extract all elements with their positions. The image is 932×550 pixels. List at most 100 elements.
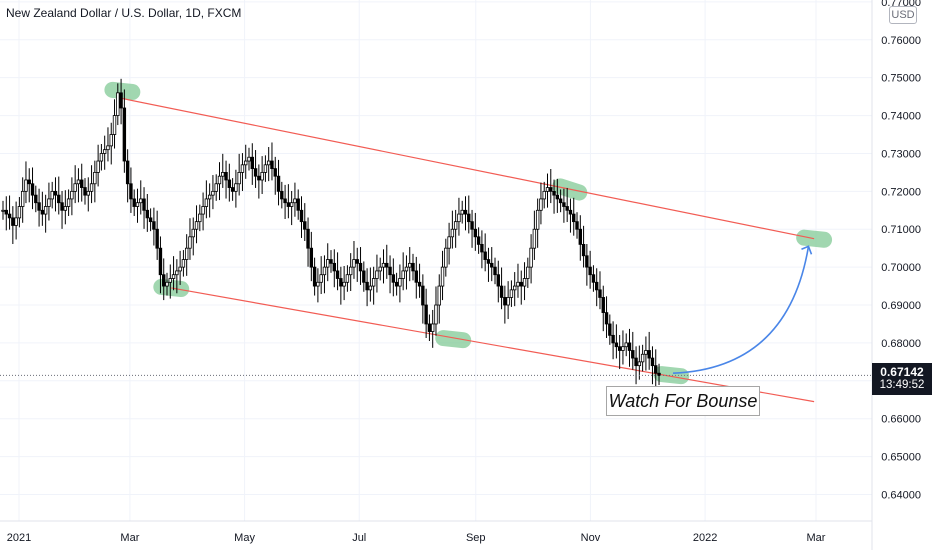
candle-body	[588, 266, 592, 276]
candle-body	[89, 183, 94, 192]
candle-body	[139, 198, 143, 204]
candle-body	[368, 285, 373, 291]
candle-body	[217, 175, 222, 185]
candle	[188, 218, 192, 260]
currency-badge[interactable]: USD	[889, 6, 917, 24]
candle-body	[424, 304, 428, 325]
candle-body	[486, 259, 491, 264]
candle	[1, 200, 5, 220]
candle-body	[637, 361, 642, 367]
time-tick-label: Sep	[466, 532, 486, 544]
candle	[194, 205, 199, 244]
candle	[316, 268, 320, 303]
candle	[122, 89, 127, 173]
candle-body	[634, 357, 638, 367]
candle	[158, 236, 163, 294]
candle-body	[437, 285, 441, 306]
candle-body	[381, 262, 386, 268]
candle-body	[125, 160, 130, 185]
candle-body	[562, 202, 566, 207]
candle-body	[339, 278, 343, 287]
candle	[506, 281, 510, 320]
candle	[562, 188, 566, 223]
candle-body	[335, 270, 340, 279]
candle-body	[509, 289, 514, 298]
candle	[542, 181, 546, 209]
candle	[371, 266, 376, 305]
candle-body	[411, 262, 415, 272]
candle	[109, 122, 113, 165]
candle	[60, 190, 64, 229]
candle-body	[260, 172, 264, 181]
candle	[594, 268, 599, 307]
candle-body	[378, 266, 382, 272]
candle-body	[7, 213, 12, 219]
candle-body	[591, 274, 596, 283]
highlight-markers	[104, 81, 833, 385]
candle-body	[388, 266, 392, 276]
candle	[286, 184, 291, 219]
candle-body	[47, 198, 51, 207]
candle	[434, 286, 438, 336]
candle-body	[483, 251, 487, 260]
candle-body	[230, 187, 235, 192]
candle	[135, 188, 140, 223]
candle	[119, 78, 123, 125]
candle-body	[303, 221, 307, 230]
candle	[490, 247, 494, 282]
candle	[519, 270, 523, 305]
candle	[142, 187, 146, 229]
candle-body	[457, 213, 461, 223]
candle-body	[385, 262, 389, 268]
candle-body	[221, 172, 225, 177]
candle-body	[545, 187, 550, 192]
candle	[332, 249, 336, 288]
candle	[47, 182, 51, 221]
candle-body	[440, 266, 445, 287]
candle-body	[329, 259, 333, 264]
candle	[647, 331, 651, 370]
candle	[509, 280, 514, 307]
candle	[329, 250, 333, 273]
candle	[470, 209, 474, 248]
candle-body	[549, 187, 553, 192]
candle-body	[316, 281, 320, 287]
candle-body	[135, 202, 140, 207]
candle	[139, 180, 143, 215]
candle-body	[162, 274, 166, 287]
candle	[227, 163, 232, 202]
candle	[148, 208, 153, 232]
candle-body	[116, 92, 120, 116]
candle	[14, 201, 18, 240]
candle	[250, 143, 254, 185]
candle-body	[535, 209, 540, 230]
candle	[352, 240, 356, 279]
candle	[450, 210, 455, 249]
candle	[565, 187, 569, 223]
candle-body	[332, 262, 336, 272]
candle-body	[165, 281, 169, 287]
price-tick-label: 0.65000	[881, 452, 921, 464]
candle	[627, 328, 632, 367]
candle	[365, 268, 369, 307]
candle	[522, 262, 527, 301]
candle-body	[601, 297, 605, 313]
time-tick-label: 2022	[693, 532, 717, 544]
bounce-arrow-head	[801, 245, 813, 255]
bar-countdown: 13:49:52	[879, 379, 925, 391]
price-tick-label: 0.71000	[881, 224, 921, 236]
candle-body	[63, 206, 68, 211]
candle-body	[463, 209, 468, 215]
price-tick-label: 0.73000	[881, 148, 921, 160]
candle-body	[408, 262, 412, 268]
candle-body	[247, 156, 251, 162]
candle	[201, 192, 205, 231]
candle	[53, 177, 58, 212]
candle	[440, 250, 445, 301]
candle	[207, 183, 212, 218]
candle	[476, 227, 481, 254]
candle-body	[572, 213, 576, 223]
candle	[17, 197, 22, 228]
candle	[171, 256, 176, 291]
